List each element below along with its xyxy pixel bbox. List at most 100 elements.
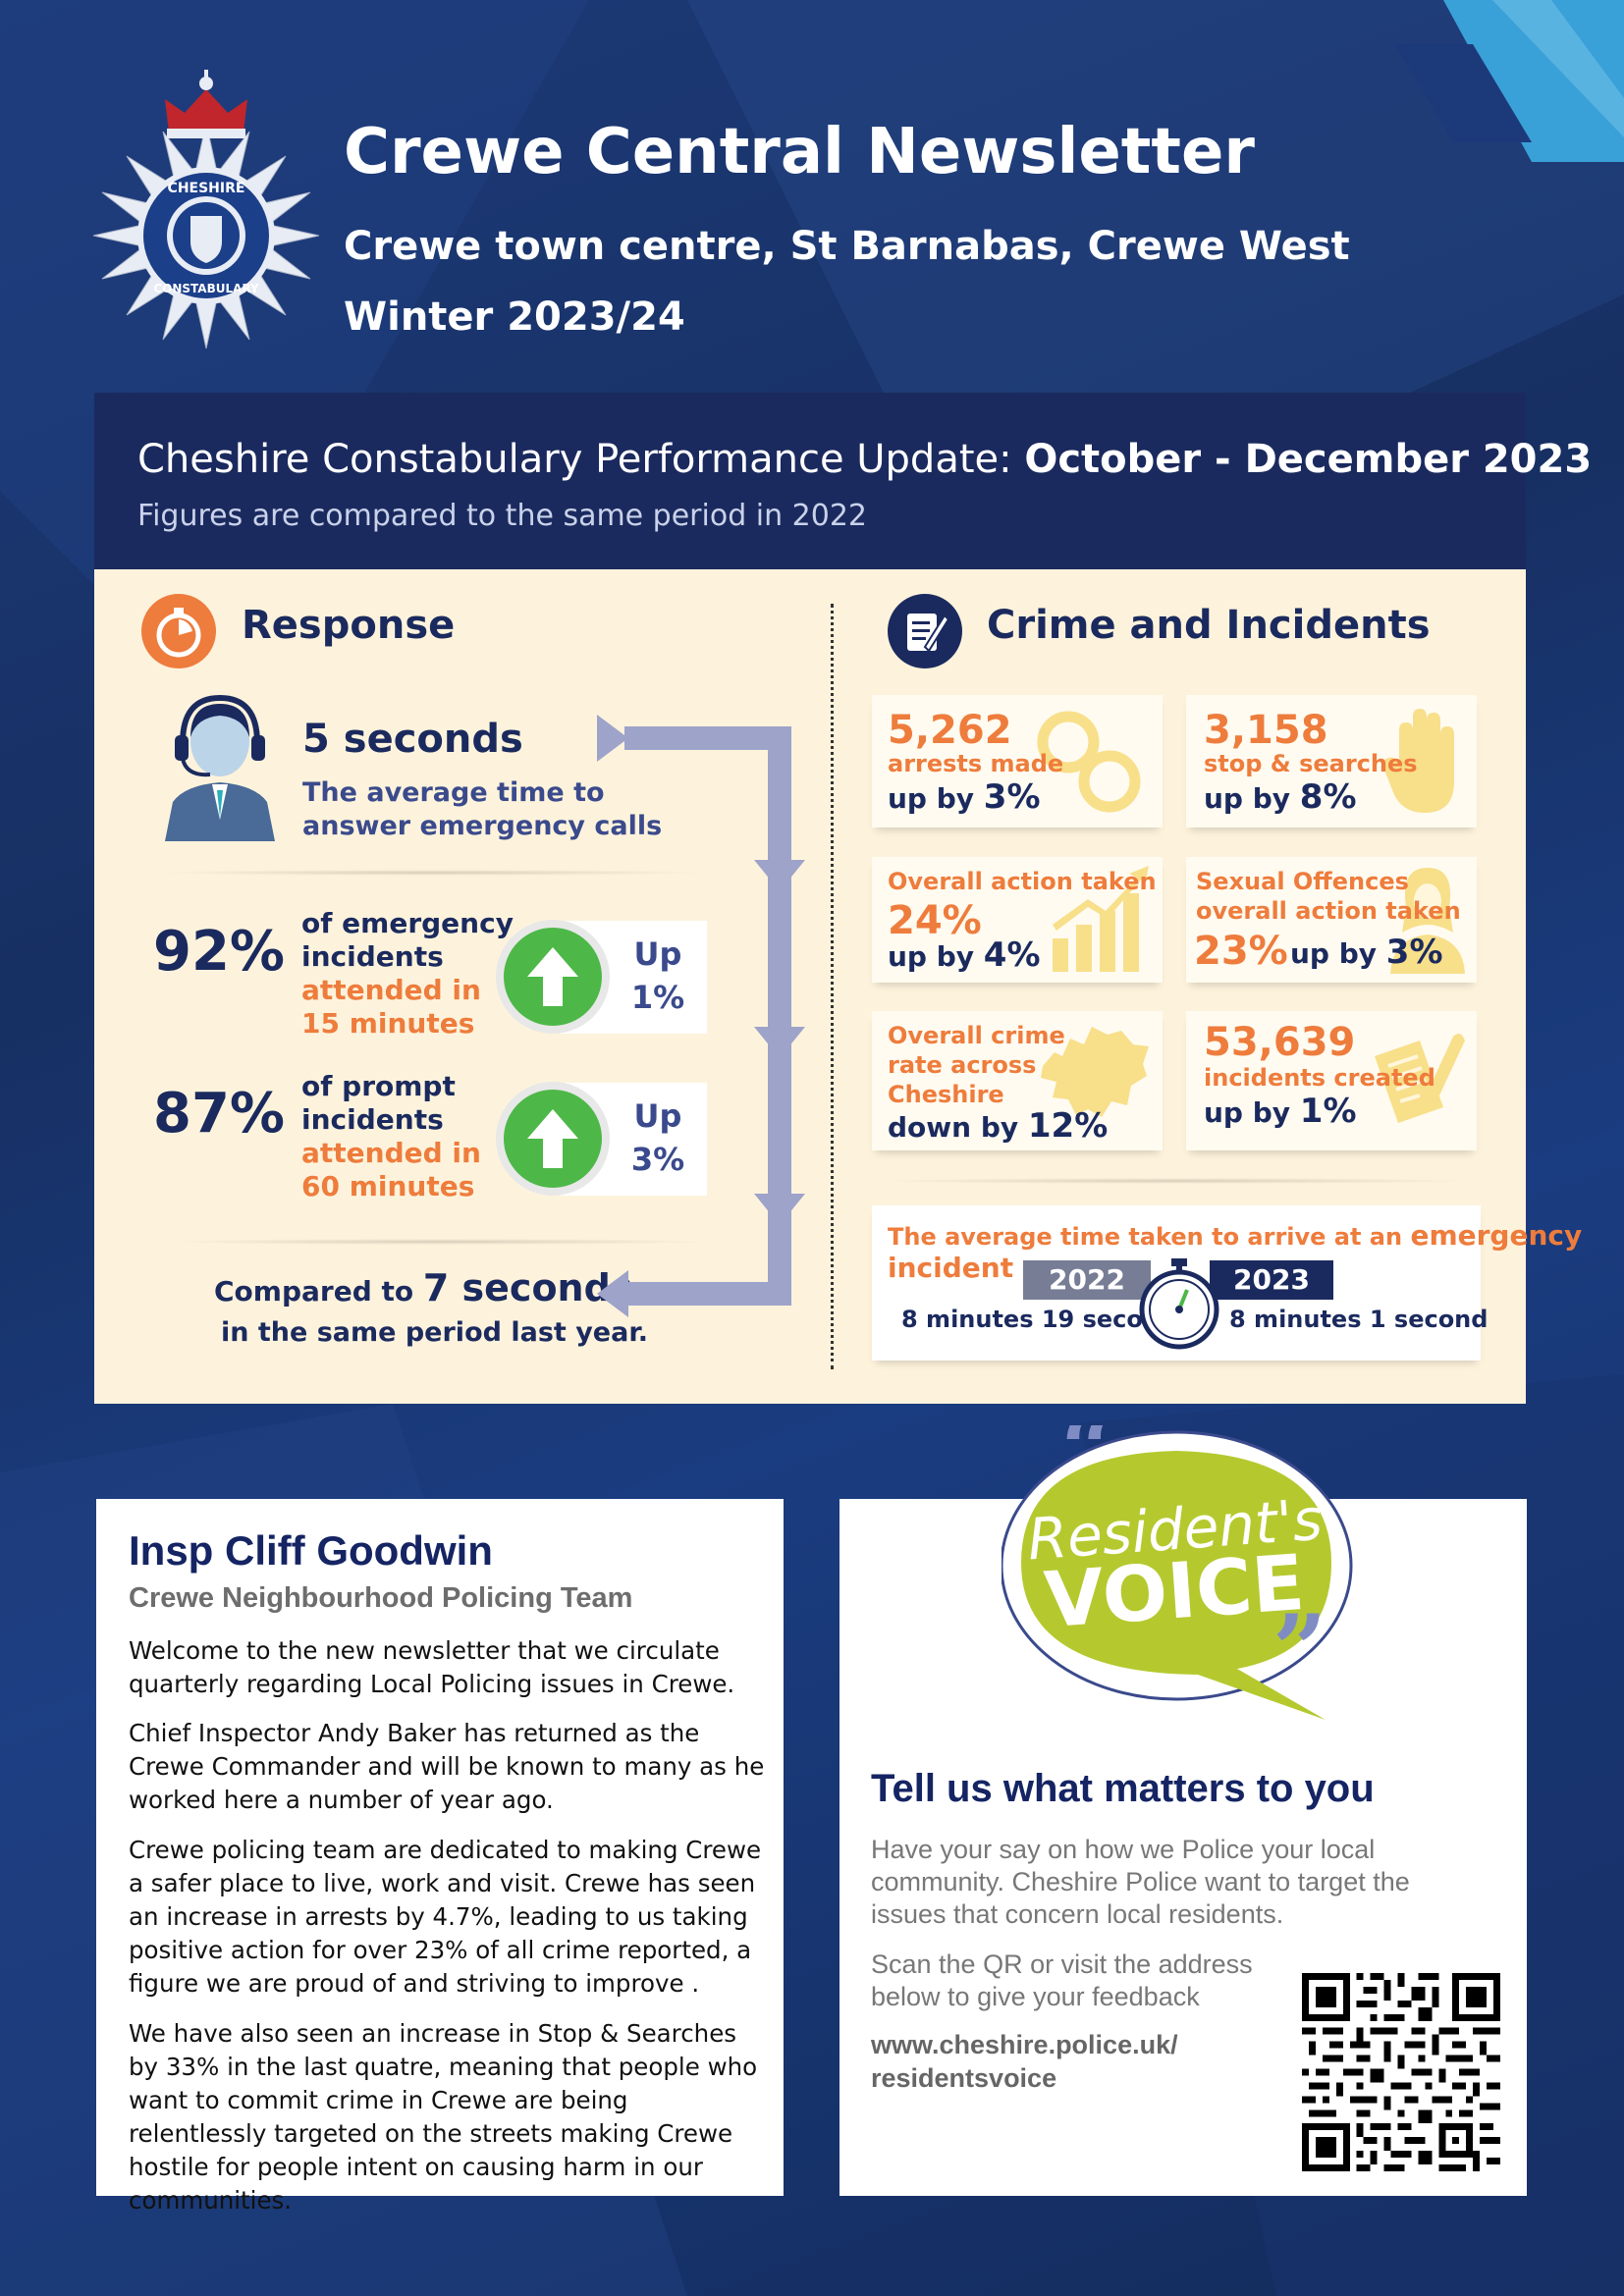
crime-rate-change-val: 12%	[1027, 1106, 1109, 1146]
arrival-title-pre: The average time taken to arrive at an	[888, 1223, 1411, 1251]
arrests-label: arrests made	[888, 750, 1064, 777]
cheshire-constabulary-badge: CHESHIRE CONSTABULARY	[93, 70, 319, 349]
stat2-line1-pre: of	[301, 1070, 343, 1102]
prompt-change: Up 3%	[609, 1095, 707, 1181]
overall-action-change-val: 4%	[983, 935, 1041, 975]
incidents-change-val: 1%	[1299, 1092, 1357, 1131]
handcuffs-icon	[1037, 711, 1141, 813]
inspector-para-1: Welcome to the new newsletter that we ci…	[129, 1636, 735, 1698]
arrow-up-icon	[527, 947, 578, 1006]
crime-rate-label-3: Cheshire	[888, 1081, 1004, 1108]
call-operator-icon	[165, 694, 275, 841]
response-heading: Response	[242, 603, 456, 648]
sexual-offences-value: 23%	[1194, 929, 1288, 974]
arrival-title: The average time taken to arrive at an e…	[888, 1219, 1624, 1284]
answer-time-desc-1: The average time to	[302, 777, 605, 808]
prompt-attended-label: of prompt incidents attended in 60 minut…	[301, 1070, 481, 1203]
inspector-team: Crewe Neighbourhood Policing Team	[129, 1582, 633, 1614]
crime-rate-change-pre: down by	[888, 1111, 1028, 1144]
stopwatch-icon	[1139, 1258, 1219, 1350]
section-divider	[831, 604, 834, 1369]
crime-separator	[874, 1178, 1478, 1184]
compare-pre: Compared to	[214, 1275, 423, 1308]
answer-time-value: 5 seconds	[302, 717, 523, 762]
newsletter-season: Winter 2023/24	[344, 294, 685, 340]
newsletter-area: Crewe town centre, St Barnabas, Crewe We…	[344, 224, 1350, 269]
emergency-change: Up 1%	[609, 933, 707, 1019]
performance-period: October - December 2023	[1024, 437, 1593, 482]
arrival-title-bold: emergency incident	[888, 1219, 1583, 1284]
sexual-offences-label-1: Sexual Offences	[1196, 868, 1409, 895]
stat1-line1-pre: of	[301, 907, 343, 939]
stat2-line1-bold: prompt	[342, 1070, 456, 1102]
crime-rate-label-2: rate across	[888, 1051, 1037, 1079]
year-2023: 2023	[1210, 1260, 1333, 1300]
newsletter-title: Crewe Central Newsletter	[344, 116, 1255, 188]
prompt-change-val: 3%	[630, 1141, 685, 1178]
woman-icon	[1390, 868, 1465, 974]
stop-search-change-pre: up by	[1204, 782, 1300, 815]
arrests-change-val: 3%	[983, 777, 1041, 817]
prompt-change-dir: Up	[633, 1097, 682, 1135]
residents-url-2[interactable]: residentsvoice	[871, 2063, 1057, 2093]
compare-post: in the same period last year.	[221, 1317, 649, 1348]
stop-search-change: up by 8%	[1204, 780, 1357, 816]
stopwatch-icon	[141, 594, 216, 668]
stat1-line3: attended in	[301, 974, 481, 1006]
incidents-change-pre: up by	[1204, 1096, 1300, 1129]
residents-url-1[interactable]: www.cheshire.police.uk/	[871, 2030, 1178, 2059]
svg-text:“: “	[1060, 1425, 1114, 1505]
residents-para-2: Scan the QR or visit the address below t…	[871, 1949, 1253, 2011]
crime-heading: Crime and Incidents	[987, 603, 1431, 648]
sexual-offences-change-pre: up by	[1290, 937, 1386, 970]
residents-voice-logo: “ ” Resident's VOICE	[1001, 1425, 1353, 1720]
arrow-up-icon	[527, 1109, 578, 1168]
stop-search-value: 3,158	[1204, 708, 1328, 753]
performance-title-prefix: Cheshire Constabulary Performance Update…	[137, 437, 1025, 482]
sexual-offences-label-2: overall action taken	[1196, 897, 1461, 925]
time-2023: 8 minutes 1 second	[1229, 1306, 1489, 1333]
stat1-line1-bold: emergency	[342, 907, 514, 939]
emergency-change-val: 1%	[630, 979, 685, 1016]
incidents-value: 53,639	[1204, 1020, 1356, 1065]
compare-value: 7 seconds	[422, 1266, 633, 1309]
emergency-attended-label: of emergency incidents attended in 15 mi…	[301, 907, 514, 1041]
incidents-change: up by 1%	[1204, 1095, 1357, 1130]
performance-header	[94, 393, 1526, 569]
arrests-value: 5,262	[888, 708, 1012, 753]
answer-time-desc-2: answer emergency calls	[302, 811, 663, 841]
svg-text:CONSTABULARY: CONSTABULARY	[153, 282, 259, 295]
cheshire-map-icon	[1041, 1027, 1149, 1117]
hand-icon	[1382, 709, 1454, 813]
arrests-change-pre: up by	[888, 782, 984, 815]
inspector-name: Insp Cliff Goodwin	[129, 1527, 493, 1574]
stop-search-change-val: 8%	[1299, 777, 1357, 817]
emergency-up-circle	[496, 920, 610, 1034]
inspector-panel	[96, 1499, 784, 2196]
performance-title: Cheshire Constabulary Performance Update…	[137, 437, 1592, 482]
chart-icon	[1053, 866, 1149, 972]
qr-code[interactable]	[1302, 1973, 1500, 2171]
emergency-change-dir: Up	[633, 935, 682, 973]
notepad-pen-icon	[888, 594, 962, 668]
flow-arrow-icon	[597, 715, 805, 1317]
overall-action-label: Overall action taken	[888, 868, 1157, 895]
incidents-label: incidents created	[1204, 1064, 1435, 1092]
emergency-attended-value: 92%	[153, 920, 286, 984]
overall-action-change-pre: up by	[888, 940, 984, 973]
inspector-para-4: We have also seen an increase in Stop & …	[129, 2019, 758, 2215]
response-separator-2	[167, 1239, 717, 1245]
stat1-line4: 15 minutes	[301, 1007, 475, 1040]
inspector-para-2: Chief Inspector Andy Baker has returned …	[129, 1719, 765, 1814]
logo-line-2: VOICE	[1042, 1539, 1307, 1645]
svg-text:”: ”	[1272, 1594, 1326, 1705]
crime-rate-change: down by 12%	[888, 1109, 1108, 1145]
residents-para-1: Have your say on how we Police your loca…	[871, 1835, 1410, 1929]
svg-text:CHESHIRE: CHESHIRE	[168, 181, 245, 196]
response-separator-1	[157, 870, 707, 876]
year-2022: 2022	[1023, 1260, 1151, 1300]
stat2-line3: attended in	[301, 1137, 481, 1169]
crime-rate-label-1: Overall crime	[888, 1022, 1065, 1049]
residents-heading: Tell us what matters to you	[871, 1767, 1375, 1810]
stat1-line2: incidents	[301, 940, 444, 973]
